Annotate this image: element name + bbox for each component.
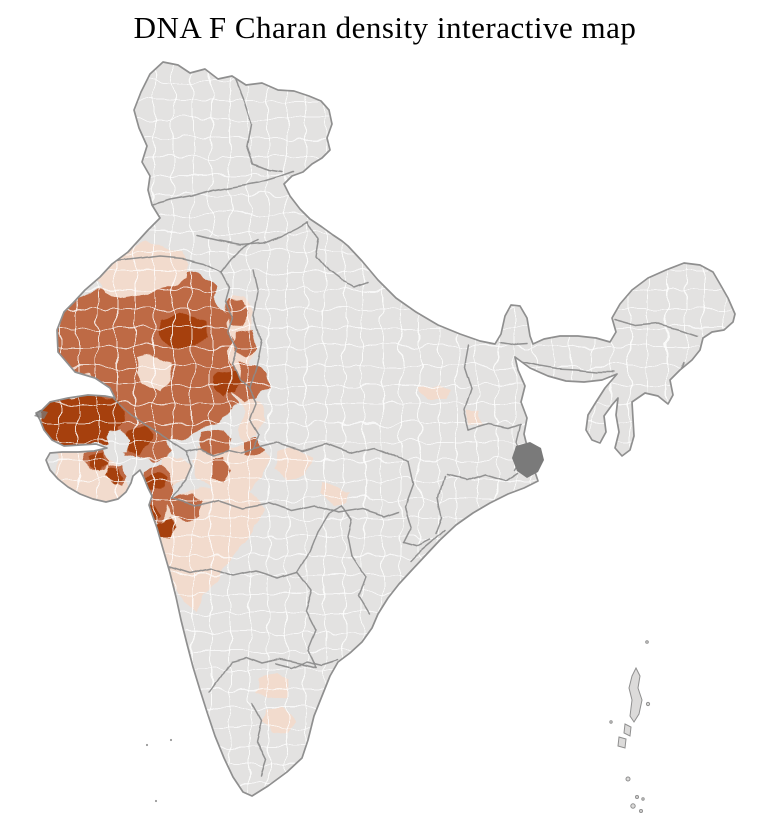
state-border-line [409, 529, 446, 563]
state-border-line [234, 79, 282, 172]
district-shape[interactable] [215, 370, 241, 398]
page-title: DNA F Charan density interactive map [133, 10, 637, 45]
state-border-line [351, 555, 370, 615]
district-shape[interactable] [244, 440, 262, 457]
district-shape[interactable] [211, 458, 232, 481]
state-border-line [463, 343, 472, 431]
island [635, 795, 639, 799]
state-border-line [248, 267, 262, 389]
state-border-line [195, 220, 310, 246]
island [625, 776, 631, 782]
state-border-line [275, 659, 339, 669]
district-shape[interactable] [224, 300, 250, 326]
island [639, 809, 643, 813]
state-border-line [149, 170, 293, 207]
state-border-line [248, 387, 261, 450]
district-shape[interactable] [466, 410, 482, 424]
state-border-line [221, 239, 258, 272]
state-border-line [221, 270, 250, 389]
island [154, 799, 158, 803]
island [645, 701, 651, 707]
island [623, 723, 632, 737]
state-border-line [170, 498, 400, 517]
state-border-line [341, 506, 353, 557]
state-border-line [517, 361, 615, 373]
state-border-line [445, 472, 519, 482]
island [617, 736, 627, 749]
andaman-nicobar-islands [609, 640, 651, 813]
na-district[interactable] [34, 410, 544, 478]
state-border-line [613, 319, 699, 337]
island [641, 797, 645, 801]
state-border-line [170, 451, 194, 500]
district-shape[interactable] [512, 442, 544, 478]
state-border-line [403, 462, 415, 543]
district-shape [105, 429, 130, 451]
district-shape[interactable] [256, 674, 290, 699]
rann-of-kutch-gray [105, 429, 130, 451]
district-shape[interactable] [105, 466, 123, 484]
island [645, 640, 649, 644]
state-border-line [435, 477, 445, 535]
state-border-line [297, 571, 317, 668]
island [628, 666, 643, 723]
district-shape[interactable] [157, 313, 207, 348]
district-shape[interactable] [90, 454, 109, 472]
state-border-line [468, 423, 522, 431]
island [169, 738, 173, 742]
district-shape[interactable] [199, 430, 232, 456]
district-shape[interactable] [143, 472, 169, 489]
district-shape[interactable] [420, 383, 453, 399]
state-border-line [499, 341, 527, 345]
island [630, 803, 636, 809]
district-shape[interactable] [168, 492, 202, 522]
state-border-line [167, 566, 299, 579]
state-border-line [307, 220, 369, 289]
district-shape[interactable] [274, 448, 312, 480]
state-border-line [208, 656, 317, 692]
kutch-spur [34, 410, 48, 419]
state-border-line [403, 539, 431, 547]
state-border-line [297, 506, 343, 573]
state-border-line [111, 255, 223, 272]
island [609, 720, 613, 724]
state-borders [111, 79, 699, 777]
district-shape[interactable] [40, 395, 128, 447]
state-border-line [253, 442, 410, 464]
island [145, 743, 149, 747]
lakshadweep-islands [145, 738, 173, 803]
state-border-line [251, 703, 267, 777]
